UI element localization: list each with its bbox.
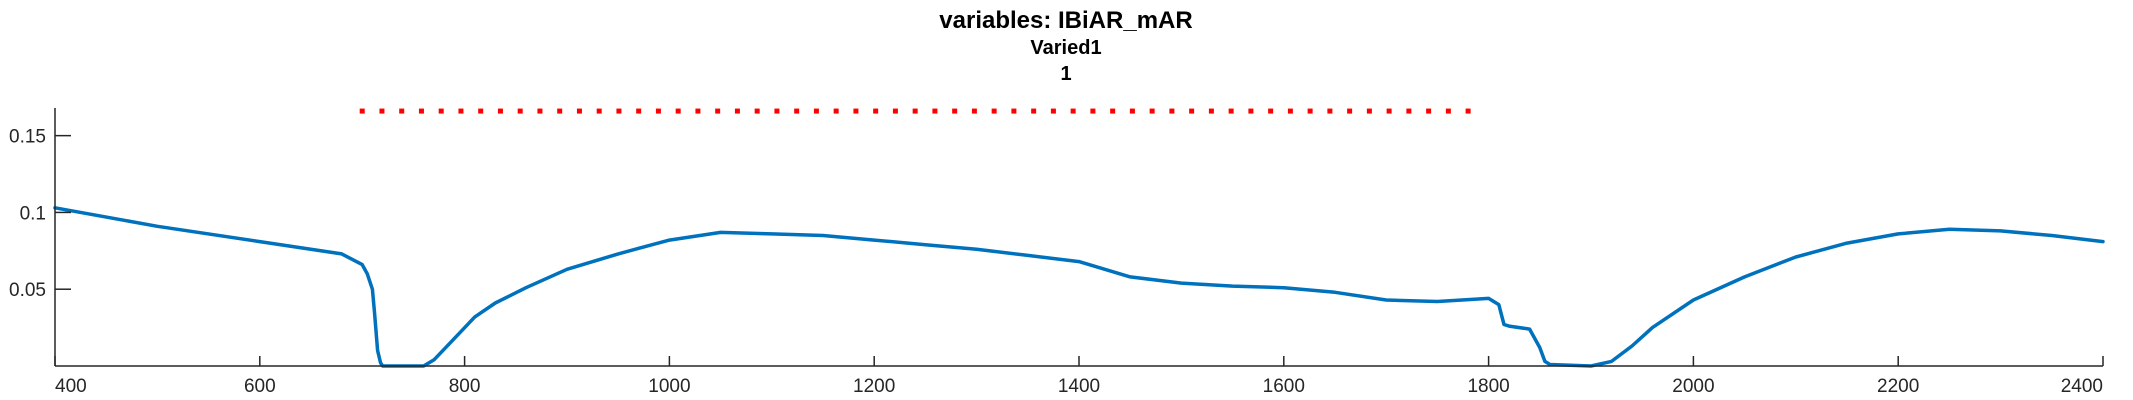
marker-dot [833, 108, 839, 114]
marker-dot [1287, 108, 1293, 114]
x-tick-label: 600 [244, 376, 276, 397]
marker-dot [1268, 108, 1274, 114]
x-tick-label: 400 [55, 376, 87, 397]
marker-dot [576, 108, 582, 114]
marker-dot [813, 108, 819, 114]
marker-dot [1228, 108, 1234, 114]
x-tick-label: 800 [449, 376, 481, 397]
marker-dot [557, 108, 563, 114]
marker-dot [734, 108, 740, 114]
marker-dot [1090, 108, 1096, 114]
marker-dot [912, 108, 918, 114]
series-line-ibiar-mar [53, 206, 2105, 368]
marker-dot [418, 108, 424, 114]
marker-dot [952, 108, 958, 114]
marker-dot [971, 108, 977, 114]
marker-dot [438, 108, 444, 114]
marker-dot [1169, 108, 1175, 114]
markers-layer [359, 108, 1471, 114]
marker-dot [1208, 108, 1214, 114]
marker-dot [715, 108, 721, 114]
x-tick-label: 1800 [1467, 376, 1509, 397]
marker-dot [1129, 108, 1135, 114]
marker-dot [853, 108, 859, 114]
marker-dot [1386, 108, 1392, 114]
marker-dot [399, 108, 405, 114]
chart-subtitle: Varied1 [1030, 37, 1101, 59]
marker-dot [517, 108, 523, 114]
marker-dot [1189, 108, 1195, 114]
y-tick-label: 0.1 [20, 203, 46, 224]
marker-dot [892, 108, 898, 114]
x-tick-label: 1400 [1058, 376, 1100, 397]
marker-dot [774, 108, 780, 114]
marker-dot [497, 108, 503, 114]
marker-dot [991, 108, 997, 114]
x-tick-label: 1600 [1263, 376, 1305, 397]
marker-dot [379, 108, 385, 114]
marker-dot [794, 108, 800, 114]
x-tick-label: 1000 [648, 376, 690, 397]
marker-dot [873, 108, 879, 114]
marker-dot [1307, 108, 1313, 114]
marker-dot [932, 108, 938, 114]
marker-dot [1011, 108, 1017, 114]
marker-dot [1149, 108, 1155, 114]
marker-dot [1406, 108, 1412, 114]
x-axis-ticks: 400 600 800 1000 1200 1400 1600 1800 2000 2200 240… [54, 356, 2104, 397]
x-tick-label: 2200 [1877, 376, 1919, 397]
marker-dot [1426, 108, 1432, 114]
marker-dot [1031, 108, 1037, 114]
marker-dot [1445, 108, 1451, 114]
marker-dot [1327, 108, 1333, 114]
chart-subtitle-2: 1 [1060, 63, 1071, 85]
marker-dot [478, 108, 484, 114]
marker-dot [695, 108, 701, 114]
x-tick-label: 2000 [1672, 376, 1714, 397]
y-tick-label: 0.15 [9, 127, 46, 148]
marker-dot [537, 108, 543, 114]
marker-dot [1050, 108, 1056, 114]
line-layer [53, 206, 2105, 368]
chart-title: variables: IBiAR_mAR [939, 7, 1192, 34]
marker-dot [754, 108, 760, 114]
marker-dot [616, 108, 622, 114]
marker-dot [675, 108, 681, 114]
marker-dot [458, 108, 464, 114]
marker-dot [596, 108, 602, 114]
marker-dot [359, 108, 365, 114]
x-tick-label: 1200 [853, 376, 895, 397]
x-tick-label: 2400 [2061, 376, 2103, 397]
y-tick-label: 0.05 [9, 280, 46, 301]
marker-dot [1347, 108, 1353, 114]
marker-dot [1248, 108, 1254, 114]
marker-dot [655, 108, 661, 114]
marker-dot [1110, 108, 1116, 114]
marker-dot [1366, 108, 1372, 114]
marker-dot [636, 108, 642, 114]
marker-dot [1465, 108, 1471, 114]
y-axis-ticks: 0.05 0.1 0.15 [9, 127, 71, 301]
marker-dot [1070, 108, 1076, 114]
